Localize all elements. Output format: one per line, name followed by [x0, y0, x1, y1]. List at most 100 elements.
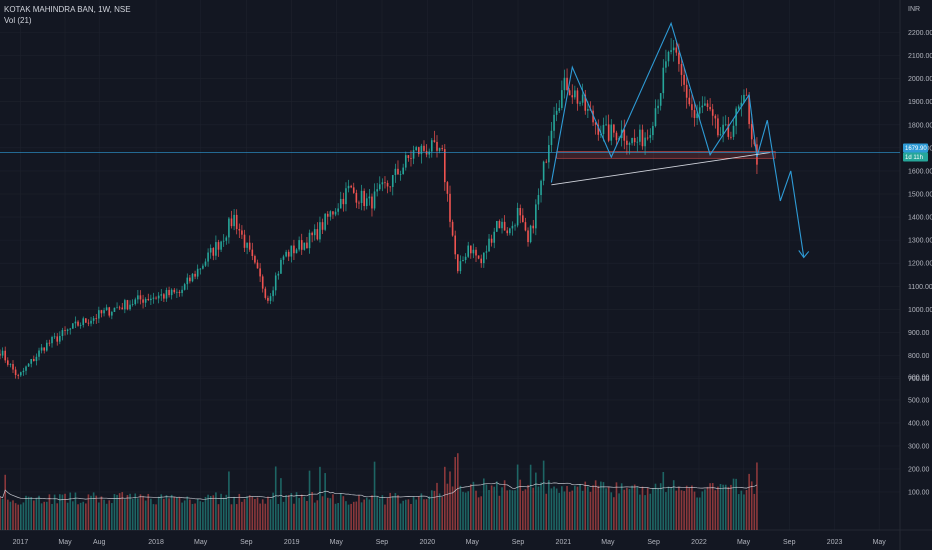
candle-body [514, 225, 516, 227]
volume-bar [131, 498, 134, 530]
volume-bar [238, 493, 241, 530]
candle-body [475, 249, 477, 256]
countdown-tag-text: 1d 11h [905, 155, 923, 161]
volume-bar [709, 483, 711, 530]
candle-body [259, 268, 261, 277]
candle-body [59, 336, 61, 342]
volume-bar [332, 494, 334, 530]
volume-bar [571, 490, 574, 530]
volume-bar [737, 494, 740, 530]
volume-bar [308, 470, 311, 530]
candle-body [373, 191, 376, 209]
candle-body [467, 245, 470, 257]
volume-bar [735, 478, 737, 530]
volume-bar [342, 496, 345, 530]
volume-bar [347, 504, 350, 530]
time-tick-label: Sep [240, 539, 253, 546]
last-price-tag [903, 143, 928, 153]
symbol-title[interactable]: KOTAK MAHINDRA BAN, 1W, NSE [4, 5, 131, 14]
volume-bar [467, 491, 470, 530]
candle-body [545, 161, 548, 163]
volume-bar [423, 499, 425, 530]
candle-body [27, 363, 30, 367]
volume-bar [220, 493, 222, 530]
candle-body [43, 347, 46, 351]
candle-body [571, 95, 574, 98]
volume-bar [243, 499, 246, 530]
candle-body [654, 108, 657, 127]
candle-body [722, 124, 724, 135]
volume-bar [285, 495, 287, 530]
candle-body [170, 289, 173, 296]
candle-body [592, 110, 594, 123]
candle-body [181, 289, 183, 293]
candle-body [501, 221, 503, 229]
volume-indicator-title[interactable]: Vol (21) [4, 16, 32, 25]
candle-body [272, 290, 274, 297]
time-axis[interactable]: 2017 May Aug 2018 May Sep 2019 May Sep 2020 May Sep… [13, 539, 887, 546]
candle-body [274, 275, 277, 291]
volume-bar [662, 471, 665, 530]
volume-bar [657, 487, 659, 530]
candle-body [717, 118, 719, 136]
volume-bars [0, 453, 758, 530]
candle-body [652, 126, 654, 136]
volume-bar [675, 490, 678, 530]
volume-bar [82, 501, 85, 530]
volume-bar [456, 453, 459, 530]
price-tick-label: 700.00 [908, 376, 930, 383]
candle-body [376, 189, 378, 192]
volume-bar [506, 490, 509, 530]
volume-bar [316, 500, 319, 530]
time-tick-label: May [737, 539, 751, 546]
volume-bar [483, 478, 485, 530]
price-tick-label: 2100.00 [908, 53, 932, 60]
candle-body [698, 107, 701, 114]
volume-bar [404, 499, 407, 530]
candle-body [100, 310, 103, 314]
time-tick-label: 2022 [691, 539, 707, 546]
time-tick-label: May [601, 539, 615, 546]
candle-body [363, 190, 365, 207]
volume-bar [490, 485, 493, 530]
candle-body [371, 196, 373, 209]
volume-bar [269, 499, 272, 530]
candle-body [147, 298, 150, 301]
volume-bar [303, 496, 306, 530]
candle-body [222, 240, 225, 242]
volume-bar [90, 495, 92, 530]
candle-body [303, 242, 306, 250]
candle-body [404, 155, 407, 168]
candle-body [657, 105, 659, 109]
volume-bar [631, 485, 633, 530]
volume-bar [116, 494, 118, 530]
volume-bar [753, 493, 756, 530]
candle-body [628, 143, 631, 145]
candle-body [233, 214, 235, 227]
candle-body [121, 307, 124, 310]
candle-body [350, 185, 352, 188]
volume-bar [587, 486, 589, 530]
volume-bar [454, 457, 457, 530]
candle-body [672, 47, 675, 51]
neckline [551, 152, 770, 186]
candle-body [670, 50, 672, 52]
candle-body [480, 258, 483, 264]
volume-bar [339, 493, 342, 530]
candle-body [456, 254, 459, 272]
volume-bar [183, 500, 186, 530]
volume-bar [355, 501, 358, 530]
candle-body [415, 147, 417, 151]
volume-bar [124, 499, 126, 530]
volume-bar [644, 495, 646, 530]
volume-bar [59, 494, 61, 530]
candle-body [176, 291, 178, 293]
candle-body [714, 115, 717, 119]
volume-bar [540, 482, 542, 530]
volume-bar [217, 504, 220, 530]
candle-body [332, 211, 334, 215]
projection-line [756, 120, 805, 258]
candle-body [61, 330, 64, 337]
